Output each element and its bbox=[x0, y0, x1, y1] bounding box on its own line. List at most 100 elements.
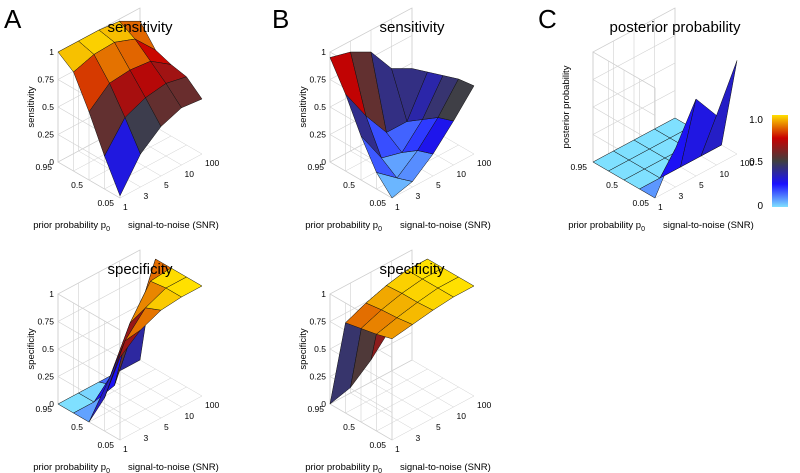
x-tick-label: 0.5 bbox=[343, 422, 355, 432]
plot-specificity-a: specificity 0 0.25 0.5 0.75 1 specificity 0.05 0… bbox=[26, 249, 219, 473]
z-tick-label: 0 bbox=[49, 157, 54, 167]
plot-specificity-b: specificity 0 0.25 0.5 0.75 1 specificity 0.05 0… bbox=[298, 249, 491, 473]
surface-patch bbox=[165, 276, 203, 298]
z-tick-label: 0.75 bbox=[37, 75, 54, 85]
grid-line bbox=[329, 161, 393, 199]
x-tick-label: 0.95 bbox=[307, 162, 324, 172]
colorbar-gradient bbox=[772, 115, 788, 207]
y-tick-label: 3 bbox=[416, 433, 421, 443]
z-tick-label: 0.25 bbox=[309, 130, 326, 140]
y-tick-label: 10 bbox=[185, 411, 195, 421]
x-tick-label: 0.05 bbox=[97, 440, 114, 450]
y-tick-label: 1 bbox=[123, 444, 128, 454]
grid-line bbox=[391, 370, 454, 408]
surface-patch bbox=[700, 60, 738, 157]
x-tick-label: 0.95 bbox=[35, 162, 52, 172]
y-axis-label: signal-to-noise (SNR) bbox=[663, 220, 754, 231]
grid-line bbox=[139, 359, 203, 397]
surface-patch bbox=[165, 76, 203, 109]
x-axis-label-subscript: 0 bbox=[378, 468, 382, 473]
z-tick-label: 0.75 bbox=[309, 75, 326, 85]
chart-title: sensitivity bbox=[107, 19, 173, 36]
grid-line bbox=[370, 381, 434, 419]
x-tick-label: 0.05 bbox=[369, 198, 386, 208]
z-axis-label: specificity bbox=[298, 328, 309, 369]
y-tick-label: 5 bbox=[699, 180, 704, 190]
x-tick-label: 0.5 bbox=[71, 180, 83, 190]
x-tick-label: 0.95 bbox=[307, 404, 324, 414]
z-tick-label: 1 bbox=[49, 289, 54, 299]
z-axis-label: sensitivity bbox=[26, 86, 37, 127]
x-tick-label: 0.05 bbox=[369, 440, 386, 450]
x-axis-label: prior probability p0 bbox=[305, 220, 382, 233]
z-tick-label: 1 bbox=[49, 47, 54, 57]
y-tick-label: 1 bbox=[395, 202, 400, 212]
x-tick-label: 0.05 bbox=[632, 198, 649, 208]
grid-line bbox=[411, 359, 475, 397]
y-axis-label: signal-to-noise (SNR) bbox=[400, 220, 491, 231]
grid-line bbox=[329, 403, 393, 441]
z-tick-label: 0.25 bbox=[309, 372, 326, 382]
panel-letter-c: C bbox=[538, 4, 557, 34]
x-axis-label-subscript: 0 bbox=[641, 226, 645, 233]
x-axis-label-subscript: 0 bbox=[378, 226, 382, 233]
z-tick-label: 1 bbox=[321, 289, 326, 299]
y-tick-label: 100 bbox=[205, 400, 219, 410]
x-tick-label: 0.5 bbox=[71, 422, 83, 432]
chart-title: specificity bbox=[107, 261, 173, 278]
y-tick-label: 100 bbox=[477, 400, 491, 410]
y-tick-label: 5 bbox=[164, 180, 169, 190]
z-tick-label: 0.75 bbox=[309, 317, 326, 327]
z-tick-label: 0.5 bbox=[42, 102, 54, 112]
y-tick-label: 100 bbox=[740, 158, 754, 168]
surface-patch bbox=[437, 276, 475, 298]
y-axis-label: signal-to-noise (SNR) bbox=[128, 462, 219, 473]
y-tick-label: 10 bbox=[720, 169, 730, 179]
z-axis-label: sensitivity bbox=[298, 86, 309, 127]
y-tick-label: 5 bbox=[436, 180, 441, 190]
z-tick-label: 0.5 bbox=[314, 102, 326, 112]
chart-title: posterior probability bbox=[610, 19, 741, 36]
chart-title: sensitivity bbox=[379, 19, 445, 36]
grid-line bbox=[119, 370, 182, 408]
y-tick-label: 100 bbox=[477, 158, 491, 168]
x-axis-label: prior probability p0 bbox=[33, 220, 110, 233]
y-tick-label: 3 bbox=[144, 191, 149, 201]
y-tick-label: 5 bbox=[436, 422, 441, 432]
z-tick-label: 0.5 bbox=[314, 344, 326, 354]
z-tick-label: 0.25 bbox=[37, 130, 54, 140]
colorbar: 1.0 0.5 0 bbox=[749, 115, 788, 212]
y-tick-label: 1 bbox=[395, 444, 400, 454]
y-axis-label: signal-to-noise (SNR) bbox=[400, 462, 491, 473]
panel-letter-b: B bbox=[272, 4, 289, 34]
y-axis-label: signal-to-noise (SNR) bbox=[128, 220, 219, 231]
panel-letter-a: A bbox=[4, 4, 22, 34]
z-axis-label: specificity bbox=[26, 328, 37, 369]
y-tick-label: 100 bbox=[205, 158, 219, 168]
x-axis-label-subscript: 0 bbox=[106, 226, 110, 233]
y-tick-label: 1 bbox=[658, 202, 663, 212]
plot-sensitivity-a: sensitivity 0 0.25 0.5 0.75 1 sensitivity 0.05 0… bbox=[26, 7, 219, 233]
grid-line bbox=[57, 161, 121, 199]
x-axis-label: prior probability p0 bbox=[568, 220, 645, 233]
y-tick-label: 3 bbox=[144, 433, 149, 443]
z-tick-label: 0.5 bbox=[42, 344, 54, 354]
surface-patch bbox=[437, 78, 475, 122]
x-axis-label: prior probability p0 bbox=[305, 462, 382, 473]
colorbar-tick-mid: 0.5 bbox=[749, 157, 763, 168]
y-tick-label: 1 bbox=[123, 202, 128, 212]
x-tick-label: 0.5 bbox=[343, 180, 355, 190]
z-tick-label: 0 bbox=[321, 399, 326, 409]
z-tick-label: 0 bbox=[49, 399, 54, 409]
x-tick-label: 0.95 bbox=[35, 404, 52, 414]
plot-posterior-probability-c: posterior probability posterior probabili… bbox=[561, 7, 754, 233]
plot-sensitivity-b: sensitivity 0 0.25 0.5 0.75 1 sensitivity 0.05 0… bbox=[298, 7, 491, 233]
z-tick-label: 1 bbox=[321, 47, 326, 57]
grid-line bbox=[350, 392, 413, 430]
x-tick-label: 0.05 bbox=[97, 198, 114, 208]
y-tick-label: 10 bbox=[457, 169, 467, 179]
x-tick-label: 0.5 bbox=[606, 180, 618, 190]
z-tick-label: 0.75 bbox=[37, 317, 54, 327]
y-tick-label: 5 bbox=[164, 422, 169, 432]
